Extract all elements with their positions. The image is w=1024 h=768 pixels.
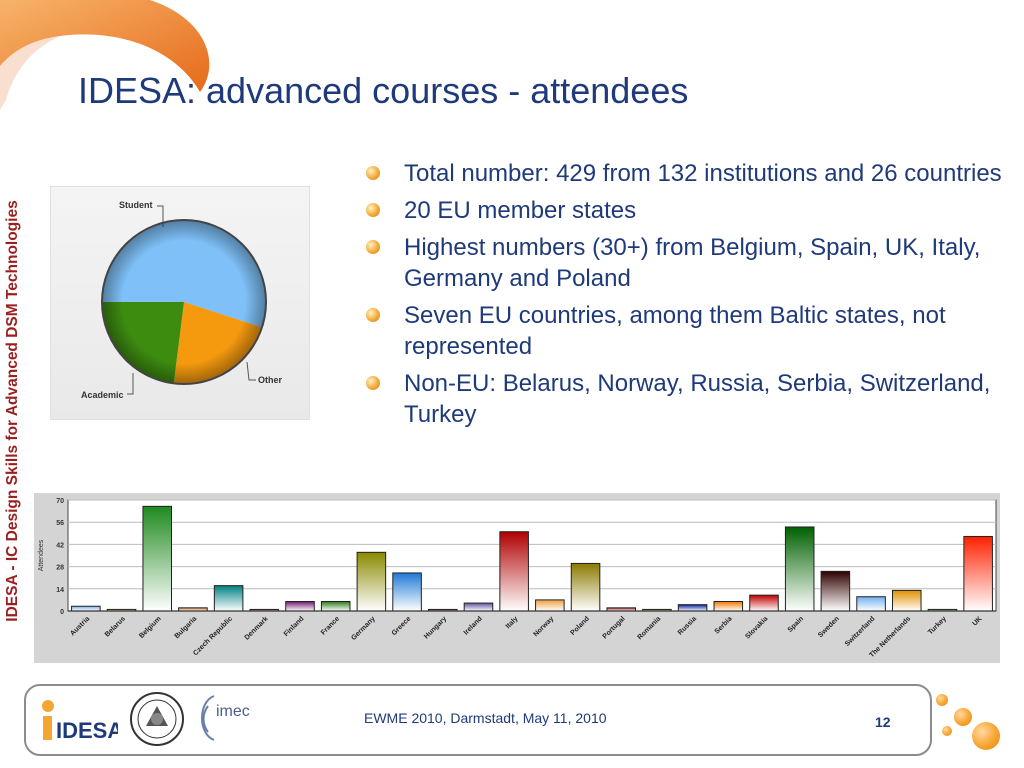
x-tick-label: Germany xyxy=(350,615,376,641)
bar-russia xyxy=(677,604,708,612)
x-tick-label: Denmark xyxy=(244,615,270,641)
bullet-icon xyxy=(366,166,380,180)
x-tick-label: Bulgaria xyxy=(174,615,199,640)
bar-germany xyxy=(356,551,387,612)
bullet-item: Total number: 429 from 132 institutions … xyxy=(364,158,1004,189)
x-tick-label: Belarus xyxy=(104,615,127,638)
y-tick-label: 70 xyxy=(56,498,64,505)
university-seal-icon xyxy=(130,692,184,746)
x-tick-label: Greece xyxy=(391,615,413,637)
logo-dot-icon xyxy=(42,700,54,712)
decorative-dot xyxy=(936,694,948,706)
pie-label: Student xyxy=(119,200,153,210)
bar-the-netherlands xyxy=(891,589,922,612)
imec-logo: imec xyxy=(201,695,250,741)
bullet-list: Total number: 429 from 132 institutions … xyxy=(364,158,1004,436)
idesa-logo-text: IDESA xyxy=(56,718,118,743)
y-tick-label: 42 xyxy=(56,542,64,549)
bullet-item: Seven EU countries, among them Baltic st… xyxy=(364,300,1004,362)
bar-italy xyxy=(499,531,529,612)
page-number: 12 xyxy=(875,714,891,730)
bar-switzerland xyxy=(856,596,886,612)
pie-outline xyxy=(101,219,267,385)
y-tick-label: 14 xyxy=(56,587,64,594)
x-tick-label: The Netherlands xyxy=(868,615,912,659)
x-tick-label: Norway xyxy=(532,615,555,638)
bullet-item: Non-EU: Belarus, Norway, Russia, Serbia,… xyxy=(364,368,1004,430)
x-tick-label: Austria xyxy=(69,615,91,637)
x-tick-label: Poland xyxy=(569,615,590,636)
bar-finland xyxy=(285,600,315,612)
pie-label: Academic xyxy=(81,390,124,400)
x-tick-label: Finland xyxy=(283,615,306,638)
page-title: IDESA: advanced courses - attendees xyxy=(78,70,689,111)
bar-uk xyxy=(963,535,993,612)
bar-serbia xyxy=(713,600,744,612)
decorative-dot xyxy=(942,726,952,736)
side-title: IDESA - IC Design Skills for Advanced DS… xyxy=(4,200,21,622)
bullet-item: 20 EU member states xyxy=(364,195,1004,226)
x-tick-label: UK xyxy=(971,615,983,627)
pie-shading xyxy=(102,220,266,384)
idesa-logo: IDESA xyxy=(42,700,118,743)
bar-norway xyxy=(535,599,565,612)
imec-logo-text: imec xyxy=(216,703,250,720)
x-tick-label: France xyxy=(320,615,341,636)
pie-chart-panel: Student Academic Other xyxy=(50,186,310,420)
y-tick-label: 56 xyxy=(56,520,64,527)
bullet-icon xyxy=(366,308,380,322)
bar-sweden xyxy=(820,570,851,612)
bullet-icon xyxy=(366,240,380,254)
pie-leader-line xyxy=(246,361,256,381)
x-tick-label: Portugal xyxy=(602,615,627,640)
bar-greece xyxy=(392,572,422,612)
bullet-item: Highest numbers (30+) from Belgium, Spai… xyxy=(364,232,1004,294)
x-tick-label: Slovakia xyxy=(744,615,769,640)
y-tick-label: 0 xyxy=(60,609,64,616)
bar-ireland xyxy=(463,602,494,612)
bar-poland xyxy=(570,562,601,612)
pie-leader-line xyxy=(127,373,134,395)
bullet-icon xyxy=(366,376,380,390)
x-tick-label: Ireland xyxy=(463,615,484,636)
x-tick-label: Switzerland xyxy=(844,615,876,647)
bar-chart-panel: 0 14 28 42 56 70 Attendees Austria Belarus Belgiu… xyxy=(34,493,1000,663)
bar-france xyxy=(320,600,351,612)
pie-chart: Student Academic Other xyxy=(81,200,283,400)
x-tick-label: Romania xyxy=(636,615,662,641)
bar-austria xyxy=(71,605,101,612)
y-axis-label: Attendees xyxy=(38,539,45,571)
x-tick-label: Czech Republic xyxy=(192,615,234,657)
footer-text: EWME 2010, Darmstadt, May 11, 2010 xyxy=(364,710,607,726)
pie-leader-line xyxy=(157,205,164,227)
y-tick-label: 28 xyxy=(56,565,64,572)
x-tick-label: Hungary xyxy=(423,615,448,640)
x-tick-label: Russia xyxy=(677,615,698,636)
bar-spain xyxy=(784,526,815,612)
bar-czech-republic xyxy=(213,585,244,612)
orange-swoosh-decoration xyxy=(0,0,210,110)
pie-label: Other xyxy=(258,375,283,385)
plot-area xyxy=(67,499,997,612)
x-tick-label: Spain xyxy=(787,615,805,633)
bar-chart: 0 14 28 42 56 70 Attendees Austria Belarus Belgiu… xyxy=(38,498,997,659)
bar-belgium xyxy=(142,505,173,612)
x-tick-label: Belgium xyxy=(138,615,162,639)
x-tick-label: Serbia xyxy=(714,615,734,635)
bar-slovakia xyxy=(749,594,779,612)
bullet-icon xyxy=(366,203,380,217)
x-tick-label: Sweden xyxy=(817,615,841,639)
x-tick-label: Turkey xyxy=(927,615,948,636)
x-tick-label: Italy xyxy=(505,615,520,630)
decorative-dot xyxy=(972,722,1000,750)
decorative-dot xyxy=(954,708,972,726)
